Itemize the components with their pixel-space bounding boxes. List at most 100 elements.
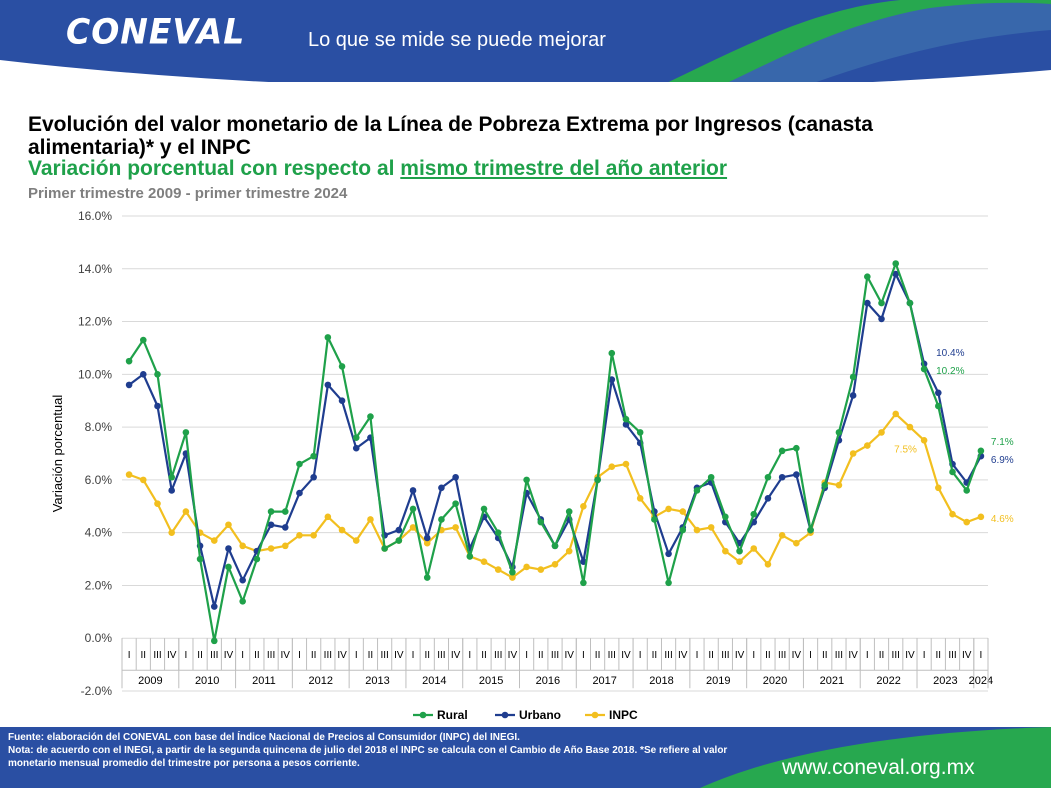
x-tick-label: IV <box>451 650 461 661</box>
x-tick-label: III <box>948 650 956 661</box>
x-tick-label: II <box>481 650 487 661</box>
x-tick-label: I <box>809 650 812 661</box>
data-point-inpc <box>977 513 985 521</box>
x-tick-label: II <box>765 650 771 661</box>
data-point-inpc <box>452 524 459 531</box>
data-point-inpc <box>480 558 488 565</box>
data-point-rural <box>864 273 871 280</box>
footer-notes: Fuente: elaboración del CONEVAL con base… <box>8 731 728 770</box>
data-point-inpc <box>423 539 431 547</box>
x-tick-label: I <box>866 650 869 661</box>
data-label: 7.1% <box>991 437 1014 448</box>
data-point-inpc <box>523 563 530 571</box>
data-label: 10.4% <box>936 348 964 359</box>
data-point-inpc <box>551 561 559 568</box>
data-point-inpc <box>778 532 786 539</box>
x-tick-label: III <box>892 650 900 661</box>
y-tick-label: -2.0% <box>81 684 113 698</box>
data-point-inpc <box>963 518 971 526</box>
x-tick-label: III <box>153 650 161 661</box>
website-link[interactable]: www.coneval.org.mx <box>782 756 975 779</box>
data-point-rural <box>821 481 829 489</box>
x-tick-label: II <box>595 650 601 661</box>
data-point-rural <box>367 413 374 420</box>
x-tick-label: II <box>311 650 317 661</box>
x-tick-label: III <box>778 650 786 661</box>
data-point-urbano <box>139 371 147 378</box>
data-point-inpc <box>835 481 843 489</box>
data-point-urbano <box>352 444 360 452</box>
data-point-rural <box>125 357 133 365</box>
x-tick-label: III <box>210 650 218 661</box>
year-label: 2020 <box>763 675 787 687</box>
header-banner <box>0 0 1051 95</box>
year-label: 2022 <box>876 675 900 687</box>
y-tick-label: 2.0% <box>85 578 113 592</box>
data-point-inpc <box>892 410 900 418</box>
x-tick-label: III <box>324 650 332 661</box>
y-tick-label: 14.0% <box>78 262 112 276</box>
x-tick-label: IV <box>848 650 858 661</box>
x-tick-label: IV <box>337 650 347 661</box>
data-point-inpc <box>764 561 772 568</box>
footer-note: Nota: de acuerdo con el INEGI, a partir … <box>8 745 728 769</box>
x-tick-label: IV <box>508 650 518 661</box>
data-point-urbano <box>452 473 459 481</box>
x-tick-label: III <box>551 650 559 661</box>
x-tick-label: III <box>608 650 616 661</box>
data-point-inpc <box>296 532 303 539</box>
data-point-rural <box>807 526 814 534</box>
x-tick-label: III <box>437 650 445 661</box>
x-tick-label: I <box>696 650 699 661</box>
y-tick-label: 4.0% <box>85 526 113 540</box>
data-point-urbano <box>395 526 403 534</box>
data-point-inpc <box>367 516 374 523</box>
data-point-inpc <box>324 513 332 521</box>
year-label: 2014 <box>422 675 446 687</box>
legend-label: Urbano <box>519 708 561 722</box>
data-point-rural <box>665 579 672 587</box>
x-tick-label: I <box>412 650 415 661</box>
y-tick-label: 16.0% <box>78 209 112 223</box>
data-point-rural <box>154 371 161 378</box>
slogan: Lo que se mide se puede mejorar <box>308 29 606 51</box>
data-point-inpc <box>494 566 502 573</box>
data-point-inpc <box>878 429 885 436</box>
data-point-inpc <box>537 566 545 573</box>
x-tick-label: I <box>355 650 358 661</box>
year-label: 2011 <box>252 675 276 687</box>
data-point-urbano <box>878 315 885 323</box>
x-tick-label: I <box>184 650 187 661</box>
y-axis-label: Variación porcentual <box>50 395 65 513</box>
x-tick-label: II <box>254 650 260 661</box>
data-point-urbano <box>267 521 275 529</box>
x-tick-label: II <box>424 650 430 661</box>
year-label: 2013 <box>365 675 389 687</box>
legend-label: Rural <box>437 708 468 722</box>
year-label: 2010 <box>195 675 219 687</box>
data-point-rural <box>409 505 417 513</box>
data-point-rural <box>281 508 289 515</box>
data-point-rural <box>736 547 743 555</box>
data-point-inpc <box>267 545 275 552</box>
chart-title: Evolución del valor monetario de la Líne… <box>28 113 873 159</box>
data-point-inpc <box>225 521 232 529</box>
x-tick-label: IV <box>564 650 574 661</box>
x-tick-label: I <box>639 650 642 661</box>
data-point-urbano <box>225 545 232 552</box>
data-point-urbano <box>665 550 672 558</box>
x-tick-label: III <box>267 650 275 661</box>
data-point-urbano <box>864 299 871 307</box>
year-label: 2018 <box>649 675 673 687</box>
data-point-urbano <box>168 487 175 494</box>
x-tick-label: IV <box>905 650 915 661</box>
data-point-inpc <box>935 484 942 492</box>
data-point-inpc <box>707 524 715 531</box>
data-point-rural <box>537 518 545 526</box>
data-point-urbano <box>154 402 161 410</box>
data-point-urbano <box>210 603 218 610</box>
data-point-rural <box>139 336 147 344</box>
data-point-rural <box>423 574 431 581</box>
data-point-inpc <box>580 502 587 510</box>
footer-band <box>0 727 1051 788</box>
